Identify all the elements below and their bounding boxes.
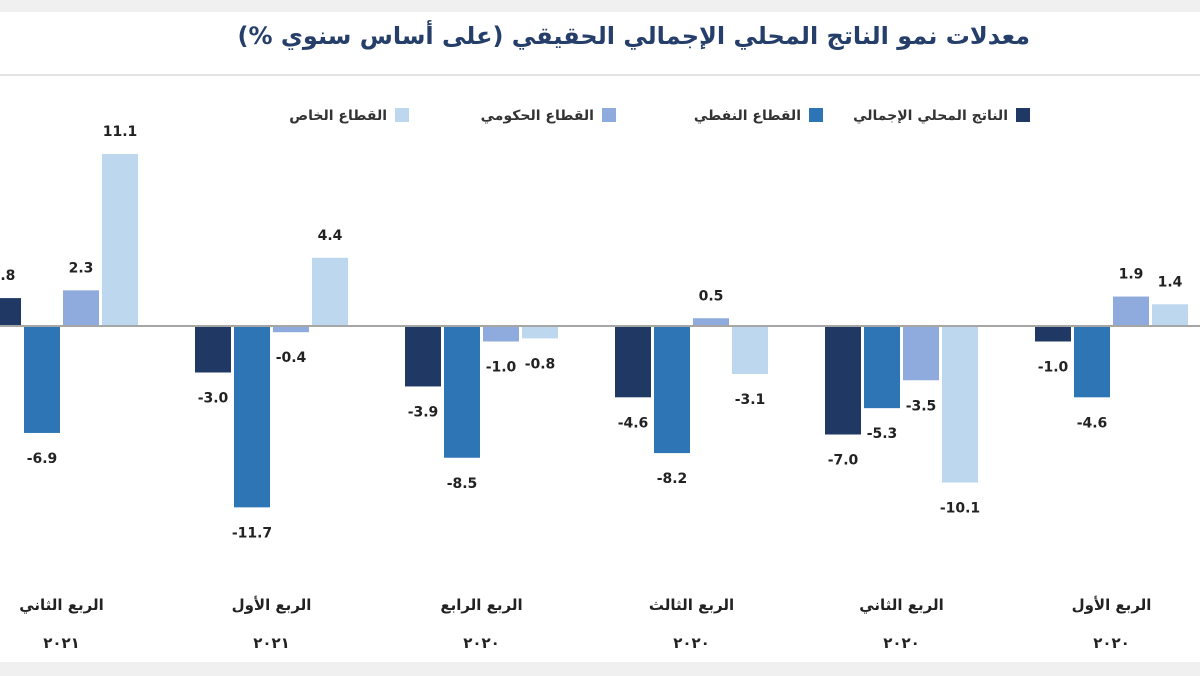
value-label-4-1: -3.9 xyxy=(408,404,439,420)
value-label-2-1: -7.0 xyxy=(828,453,859,469)
category-labels: الربع الأول ٢٠٢٠ الربع الثاني ٢٠٢٠ الربع الث… xyxy=(19,596,1151,652)
value-label-5-4: 4.4 xyxy=(318,228,343,244)
category-label-2: الربع الثاني xyxy=(859,596,944,614)
bar-1-2 xyxy=(1074,326,1110,398)
value-label-3-4: -3.1 xyxy=(735,392,766,408)
value-label-4-3: -1.0 xyxy=(486,360,517,376)
legend-label-2: القطاع النفطي xyxy=(694,108,801,124)
legend-swatch-2 xyxy=(809,108,823,122)
bar-4-3 xyxy=(483,326,519,342)
legend-label-1: الناتج المحلي الإجمالي xyxy=(853,108,1008,124)
value-label-3-2: -8.2 xyxy=(657,471,688,487)
category-label-1: الربع الأول xyxy=(1072,596,1152,614)
value-label-5-3: -0.4 xyxy=(276,350,307,366)
legend-swatch-3 xyxy=(602,108,616,122)
bar-3-1 xyxy=(615,326,651,398)
value-label-1-3: 1.9 xyxy=(1119,267,1144,283)
bar-2-4 xyxy=(942,326,978,483)
value-label-4-2: -8.5 xyxy=(447,476,478,492)
bar-2-1 xyxy=(825,326,861,435)
bar-5-3 xyxy=(273,326,309,333)
legend-label-3: القطاع الحكومي xyxy=(481,108,594,124)
bar-2-2 xyxy=(864,326,900,409)
chart-title: معدلات نمو الناتج المحلي الإجمالي الحقيق… xyxy=(237,22,1030,50)
category-label-5: الربع الأول xyxy=(232,596,312,614)
bar-5-4 xyxy=(312,257,348,326)
category-label-3: الربع الثالث xyxy=(649,596,734,614)
bar-1-3 xyxy=(1113,296,1149,326)
value-label-6-4: 11.1 xyxy=(103,124,138,140)
bar-2-3 xyxy=(903,326,939,381)
bar-6-4 xyxy=(102,153,138,326)
value-label-5-1: -3.0 xyxy=(198,391,229,407)
bar-4-2 xyxy=(444,326,480,458)
value-label-3-1: -4.6 xyxy=(618,415,649,431)
category-year-4: ٢٠٢٠ xyxy=(463,634,500,652)
bar-3-2 xyxy=(654,326,690,454)
bar-6-1 xyxy=(0,298,21,326)
bar-5-2 xyxy=(234,326,270,508)
category-year-3: ٢٠٢٠ xyxy=(673,634,710,652)
value-label-3-3: 0.5 xyxy=(699,288,724,304)
bar-4-4 xyxy=(522,326,558,339)
value-label-2-3: -3.5 xyxy=(906,398,937,414)
bar-5-1 xyxy=(195,326,231,373)
legend-label-4: القطاع الخاص xyxy=(289,108,387,124)
value-label-2-2: -5.3 xyxy=(867,426,898,442)
bar-4-1 xyxy=(405,326,441,387)
bar-6-3 xyxy=(63,290,99,326)
value-label-4-4: -0.8 xyxy=(525,356,556,372)
legend-swatch-4 xyxy=(395,108,409,122)
value-label-6-3: 2.3 xyxy=(69,260,94,276)
legend-swatch-1 xyxy=(1016,108,1030,122)
category-year-5: ٢٠٢١ xyxy=(253,634,290,652)
bar-1-4 xyxy=(1152,304,1188,326)
category-year-2: ٢٠٢٠ xyxy=(883,634,920,652)
bar-3-4 xyxy=(732,326,768,375)
value-label-1-1: -1.0 xyxy=(1038,360,1069,376)
category-label-6: الربع الثاني xyxy=(19,596,104,614)
value-label-2-4: -10.1 xyxy=(940,501,980,517)
value-label-1-2: -4.6 xyxy=(1077,415,1108,431)
bar-3-3 xyxy=(693,318,729,326)
category-label-4: الربع الرابع xyxy=(440,596,522,614)
category-year-6: ٢٠٢١ xyxy=(43,634,80,652)
value-label-6-1: 1.8 xyxy=(0,268,15,284)
category-year-1: ٢٠٢٠ xyxy=(1093,634,1130,652)
value-label-6-2: -6.9 xyxy=(27,451,58,467)
value-labels-layer: -1.0 -4.6 1.9 1.4 -7.0 -5.3 -3.5 -10.1 -4.6 -8.2 0… xyxy=(0,124,1183,541)
bar-6-2 xyxy=(24,326,60,433)
title-divider xyxy=(0,74,1200,76)
bar-1-1 xyxy=(1035,326,1071,342)
value-label-1-4: 1.4 xyxy=(1158,274,1183,290)
legend: الناتج المحلي الإجمالي القطاع النفطي القطا… xyxy=(289,108,1030,124)
value-label-5-2: -11.7 xyxy=(232,525,272,541)
bars-layer xyxy=(0,153,1188,508)
